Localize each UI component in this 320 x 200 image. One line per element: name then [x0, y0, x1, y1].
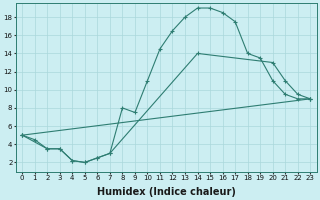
X-axis label: Humidex (Indice chaleur): Humidex (Indice chaleur)	[97, 187, 236, 197]
